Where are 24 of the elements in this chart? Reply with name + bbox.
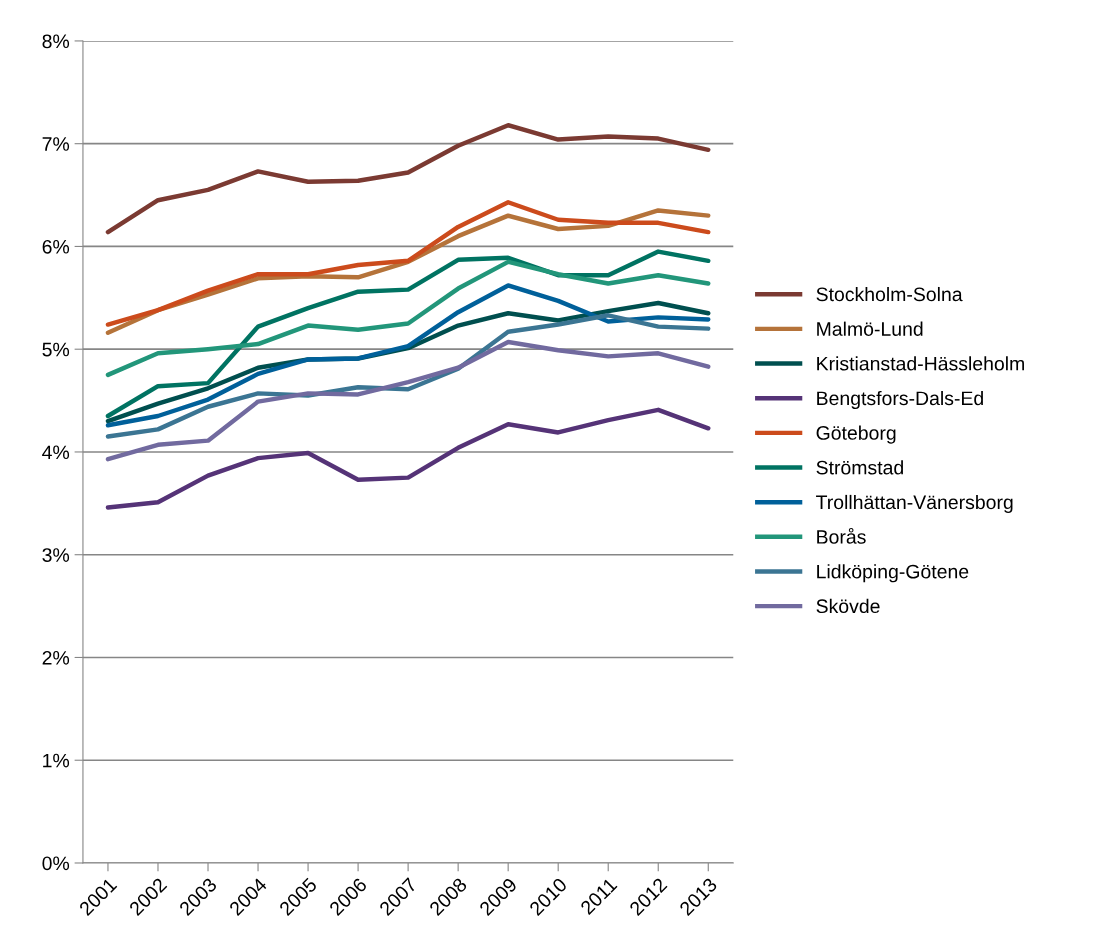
line-series [105, 122, 711, 235]
y-tick-label: 6% [42, 239, 70, 254]
line-series [105, 249, 711, 419]
line-series [105, 339, 711, 462]
y-tick-label: 0% [42, 856, 70, 871]
line-series [105, 407, 711, 510]
y-tick-label: 2% [42, 650, 70, 665]
legend-label: Stockholm-Solna [816, 286, 963, 302]
y-tick-label: 1% [43, 753, 70, 768]
legend-label: Kristianstad-Hässleholm [817, 356, 1024, 371]
legend-label: Lidköping-Götene [817, 564, 969, 583]
legend-label: Strömstad [816, 460, 903, 475]
legend-label: Skövde [816, 598, 880, 614]
legend-label: Göteborg [816, 425, 896, 444]
y-tick-label: 8% [42, 34, 70, 49]
legend-label: Malmö-Lund [817, 321, 923, 336]
y-tick-label: 4% [42, 445, 70, 460]
line-series [105, 259, 711, 378]
y-tick-label: 7% [42, 137, 70, 151]
legend-label: Bengtsfors-Dals-Ed [817, 390, 983, 410]
y-tick-label: 5% [42, 342, 70, 357]
y-tick-label: 3% [42, 548, 70, 562]
legend-label: Borås [817, 527, 866, 544]
legend-label: Trollhättan-Vänersborg [816, 494, 1013, 514]
